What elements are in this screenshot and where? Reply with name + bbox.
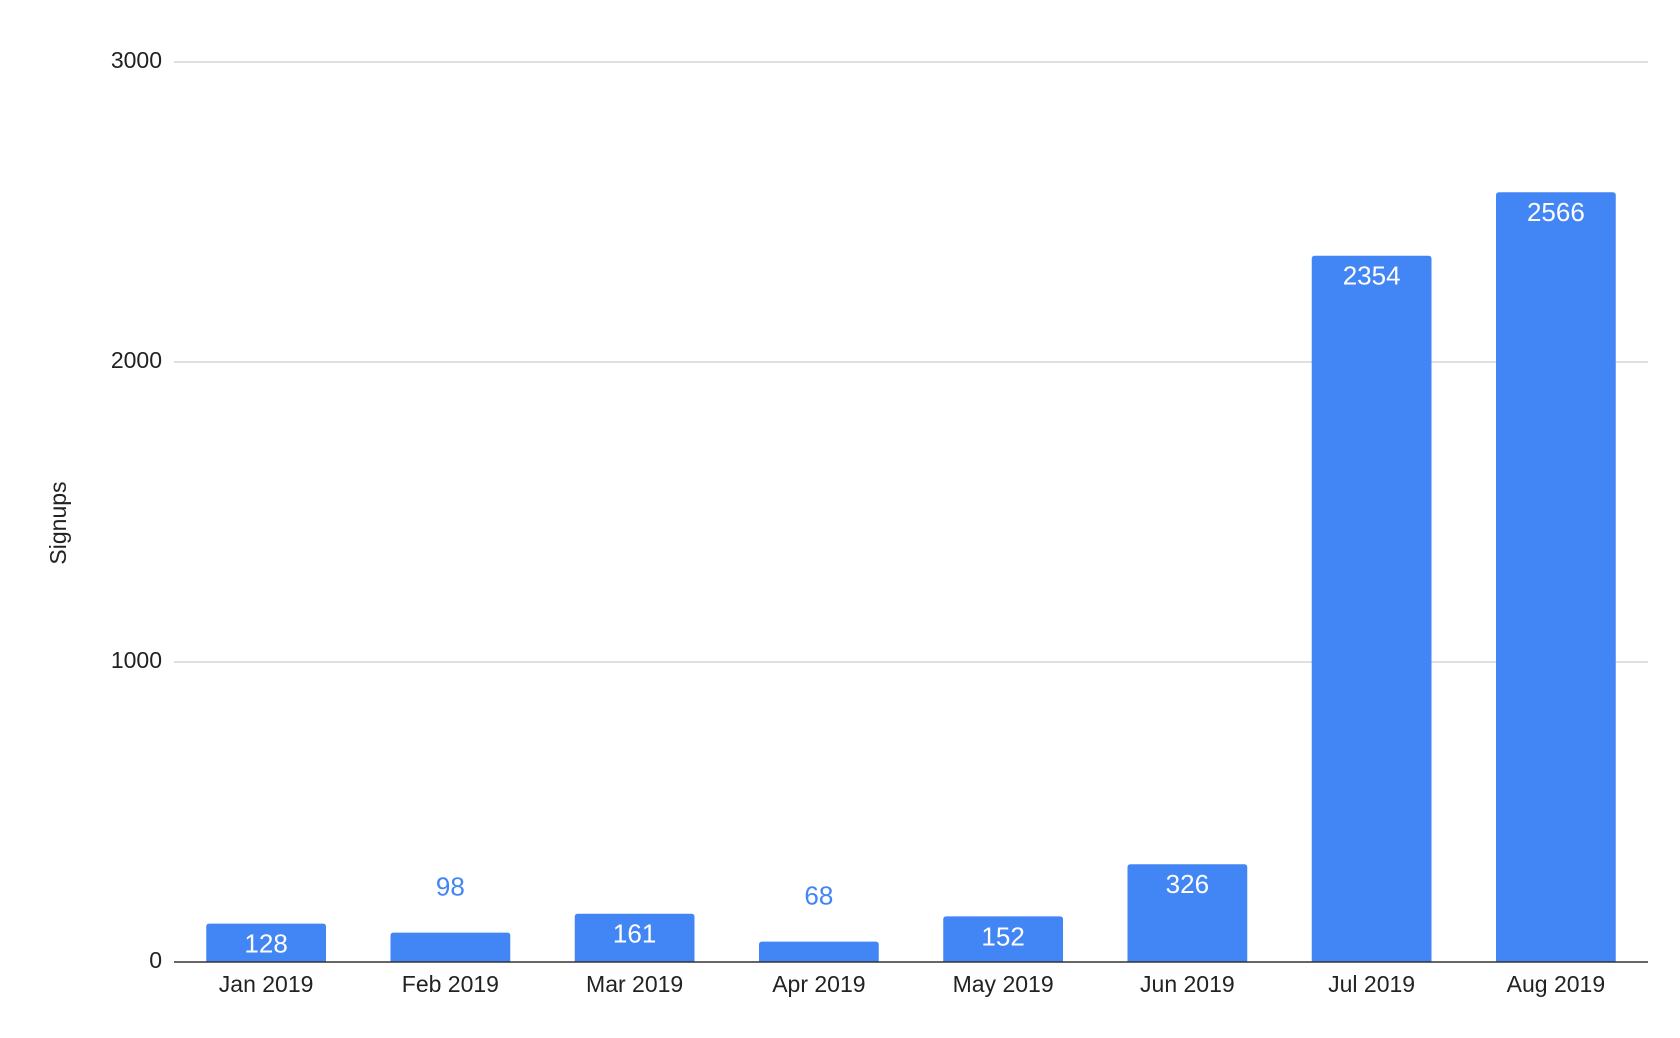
bar [206,923,327,962]
data-label: 2354 [1343,261,1401,291]
x-tick-label: Apr 2019 [772,971,865,997]
x-tick-label: Aug 2019 [1507,971,1605,997]
data-label: 152 [981,921,1024,951]
bar [1495,192,1616,962]
data-label: 98 [436,871,465,901]
x-tick-label: Mar 2019 [586,971,683,997]
data-label: 68 [804,880,833,910]
bar [1127,864,1248,962]
data-label: 161 [613,919,656,949]
data-label: 128 [244,928,287,958]
x-tick-label: Jan 2019 [219,971,314,997]
y-tick-label: 0 [149,947,162,973]
x-tick-label: May 2019 [953,971,1054,997]
y-tick-label: 2000 [111,347,162,373]
bar [758,941,879,962]
bar [943,916,1064,962]
x-tick-label: Jun 2019 [1140,971,1235,997]
bar [574,913,695,962]
bar [1311,255,1432,963]
data-label: 326 [1166,869,1209,899]
y-tick-label: 3000 [111,47,162,73]
data-label: 2566 [1527,197,1585,227]
x-tick-label: Feb 2019 [402,971,499,997]
x-tick-label: Jul 2019 [1328,971,1415,997]
y-axis-title: Signups [45,481,71,564]
bar [390,932,511,962]
y-tick-label: 1000 [111,647,162,673]
